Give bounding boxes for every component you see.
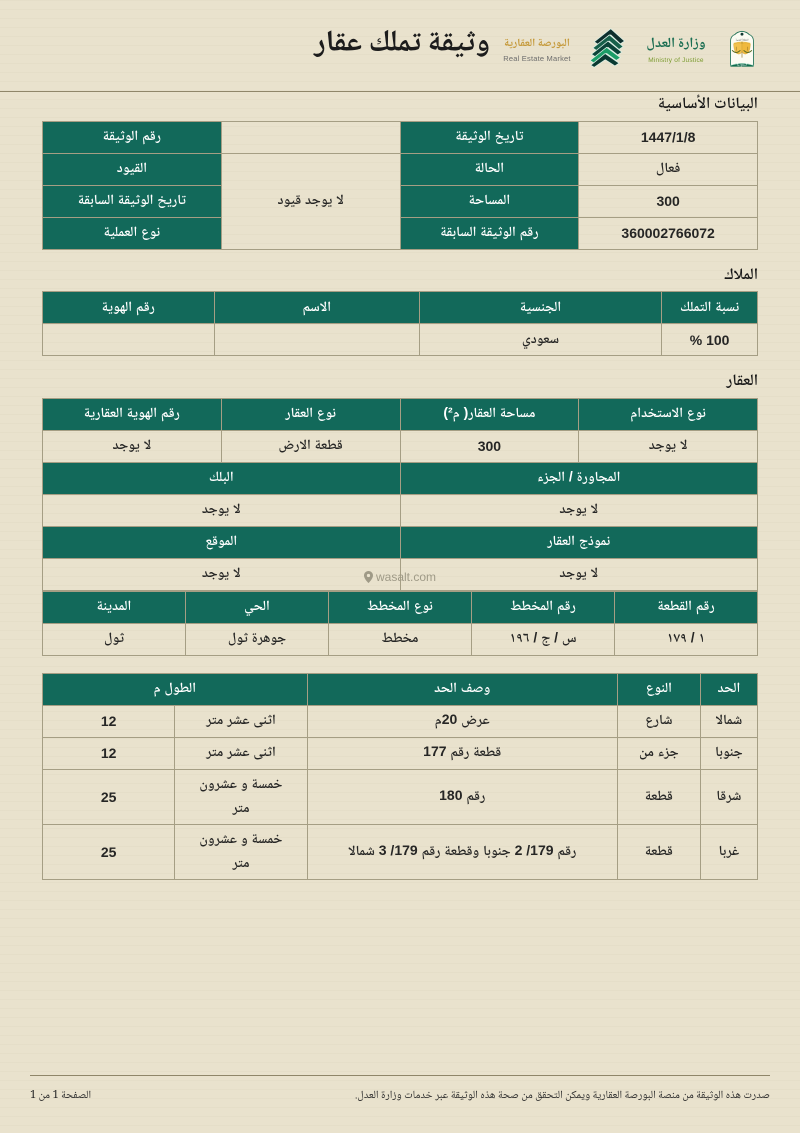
svg-text:المملكة العربية: المملكة العربية: [736, 37, 749, 42]
svg-text:السعودية: السعودية: [737, 62, 748, 68]
